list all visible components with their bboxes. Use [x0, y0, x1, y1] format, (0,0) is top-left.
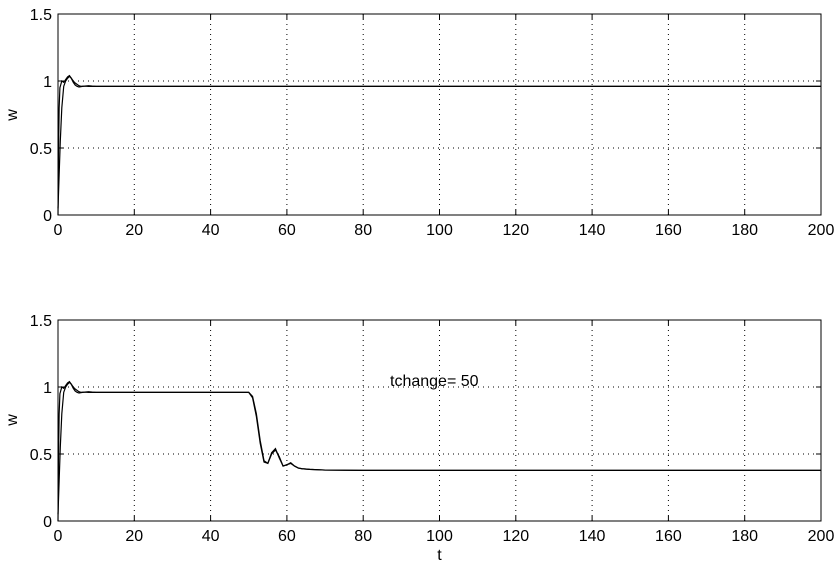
x-tick-label: 20: [125, 222, 143, 239]
y-axis-label: w: [4, 414, 21, 427]
x-tick-label: 0: [54, 222, 63, 239]
chart-panel-2: 0 20 40 60 80 100 120 140 160 180 200 0 0.5 1 1.5 w t tch…: [4, 313, 834, 564]
y-tick-label: 1.5: [30, 313, 52, 330]
y-tick-label: 1: [43, 74, 52, 91]
x-tick-label: 60: [278, 222, 296, 239]
x-tick-label: 140: [579, 528, 606, 545]
x-tick-label: 120: [502, 222, 529, 239]
x-tick-label: 200: [808, 528, 835, 545]
x-tick-label: 80: [354, 528, 372, 545]
y-tick-label: 1: [43, 380, 52, 397]
x-tick-label: 180: [731, 528, 758, 545]
tchange-annotation: tchange= 50: [390, 373, 479, 390]
y-tick-label: 0.5: [30, 141, 52, 158]
x-tick-label: 100: [426, 528, 453, 545]
x-tick-label: 160: [655, 528, 682, 545]
chart-panel-1: 0 20 40 60 80 100 120 140 160 180 200 0 0.5 1 1.5 w: [4, 7, 834, 239]
y-axis-label: w: [4, 109, 21, 122]
x-tick-label: 200: [808, 222, 835, 239]
series-line-2: [57, 380, 821, 522]
series-line-2: [57, 74, 821, 216]
y-tick-label: 1.5: [30, 7, 52, 24]
series-line-1: [57, 75, 821, 209]
y-tick-label: 0.5: [30, 447, 52, 464]
x-tick-label: 0: [54, 528, 63, 545]
x-tick-label: 120: [502, 528, 529, 545]
y-tick-label: 0: [43, 208, 52, 225]
series-line-1: [57, 381, 821, 515]
y-tick-label: 0: [43, 514, 52, 531]
x-tick-label: 80: [354, 222, 372, 239]
x-tick-label: 140: [579, 222, 606, 239]
x-tick-label: 160: [655, 222, 682, 239]
x-tick-label: 100: [426, 222, 453, 239]
x-tick-label: 180: [731, 222, 758, 239]
x-tick-label: 20: [125, 528, 143, 545]
x-axis-label: t: [437, 547, 442, 564]
x-tick-label: 40: [202, 222, 220, 239]
x-tick-label: 60: [278, 528, 296, 545]
x-tick-label: 40: [202, 528, 220, 545]
